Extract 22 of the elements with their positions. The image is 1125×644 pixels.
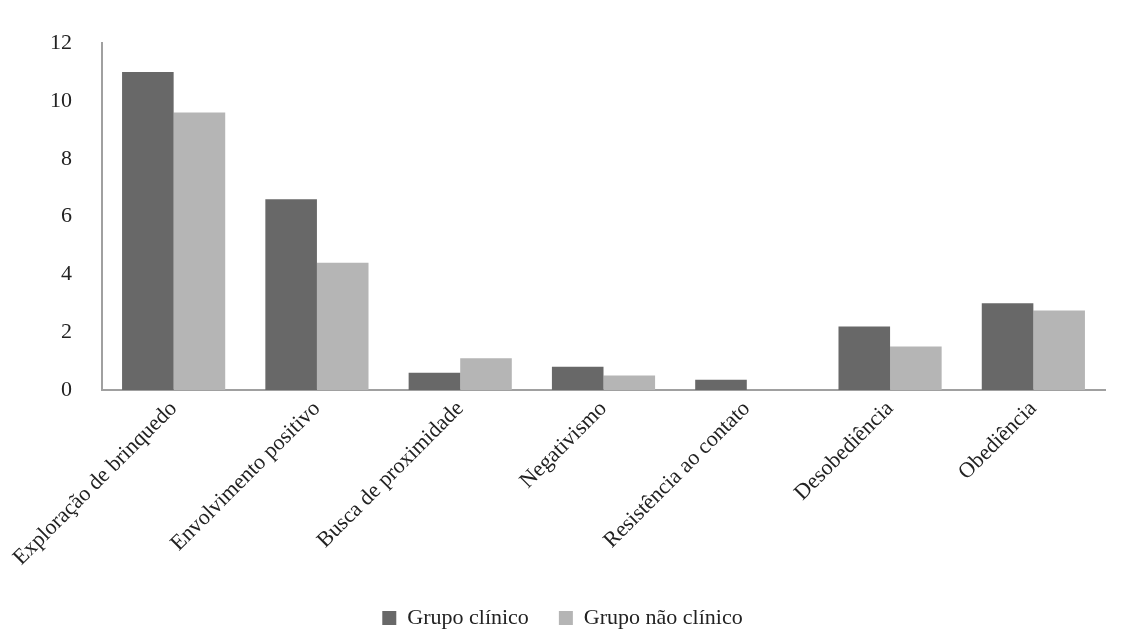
bar <box>173 112 226 390</box>
bar <box>838 326 891 390</box>
bar <box>890 346 942 390</box>
legend-label: Grupo não clínico <box>583 603 743 629</box>
y-tick-label: 10 <box>50 86 72 112</box>
bar <box>460 358 512 390</box>
bar <box>981 303 1034 390</box>
y-tick-label: 8 <box>61 144 72 170</box>
bar <box>551 366 604 390</box>
y-tick-label: 0 <box>61 375 72 401</box>
legend-label: Grupo clínico <box>407 603 529 629</box>
bar <box>408 372 461 390</box>
bar <box>265 199 317 390</box>
bar <box>1033 310 1085 390</box>
bar <box>695 379 747 390</box>
y-tick-label: 4 <box>61 260 72 286</box>
bar <box>603 375 656 390</box>
y-tick-label: 6 <box>61 202 72 228</box>
y-tick-label: 12 <box>50 28 72 54</box>
y-tick-label: 2 <box>61 317 72 343</box>
bar <box>316 262 369 390</box>
bar <box>122 72 174 390</box>
